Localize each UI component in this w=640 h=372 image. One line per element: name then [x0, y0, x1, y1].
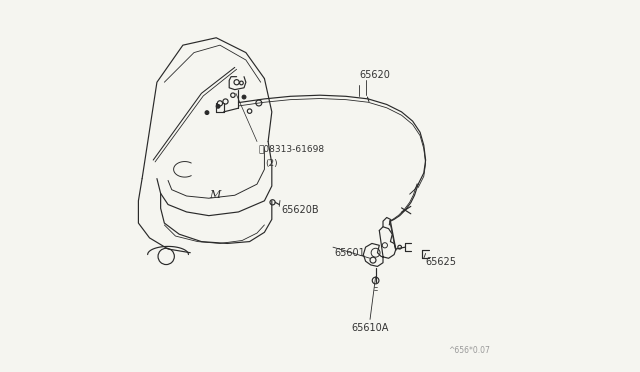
Text: 65620B: 65620B	[281, 205, 319, 215]
Text: 65625: 65625	[426, 257, 456, 267]
Circle shape	[216, 105, 220, 108]
Text: 65601: 65601	[335, 248, 365, 258]
Text: ^656*0.07: ^656*0.07	[448, 346, 490, 355]
Text: 65610A: 65610A	[351, 323, 388, 333]
Text: 65620: 65620	[359, 70, 390, 80]
Text: (2): (2)	[266, 159, 278, 168]
Circle shape	[242, 95, 246, 99]
Circle shape	[205, 111, 209, 115]
Text: M: M	[209, 190, 220, 200]
Text: Ⓢ08313-61698: Ⓢ08313-61698	[259, 144, 325, 153]
